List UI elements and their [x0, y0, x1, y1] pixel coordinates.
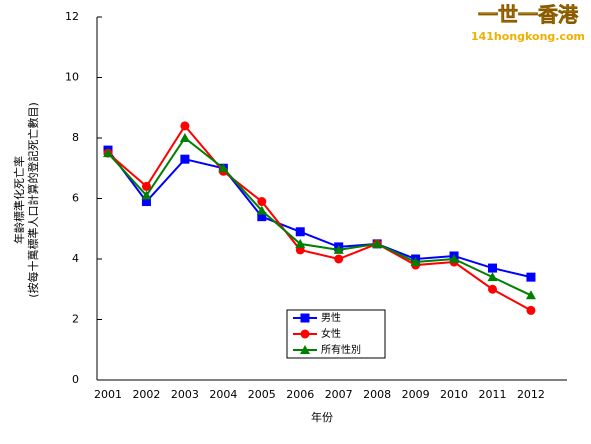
point [334, 254, 344, 264]
point [257, 212, 267, 222]
legend-label: 男性 [321, 311, 341, 324]
point [103, 148, 113, 158]
x-tick-label: 2009 [402, 388, 430, 401]
point [488, 263, 497, 273]
point [526, 272, 536, 282]
point [295, 238, 306, 248]
x-tick-label: 2005 [248, 388, 276, 401]
point [410, 257, 421, 267]
point [449, 254, 460, 263]
point [141, 197, 151, 207]
y-tick-label: 4 [72, 252, 79, 265]
point [180, 154, 190, 164]
x-tick-label: 2004 [209, 388, 237, 401]
point [487, 272, 498, 282]
x-tick-label: 2006 [286, 388, 314, 401]
x-tick-label: 2011 [479, 388, 507, 401]
series-line [107, 124, 532, 312]
legend-label: 所有性別 [321, 343, 361, 356]
point [488, 284, 497, 294]
y-axis-label: 年齡標準化死亡率 [12, 156, 26, 244]
watermark-title: 一世一香港 [478, 3, 579, 27]
y-tick-label: 0 [72, 373, 79, 386]
point [257, 197, 267, 207]
x-tick-label: 2008 [363, 388, 391, 401]
y-axis-label: (按每十萬標準人口計算的登記死亡數目) [26, 102, 40, 298]
point [180, 121, 190, 131]
point [526, 305, 536, 315]
y-tick-label: 2 [72, 313, 79, 326]
point [525, 290, 536, 300]
series-line [107, 149, 532, 279]
point [372, 238, 383, 248]
x-tick-label: 2003 [171, 388, 199, 401]
point [333, 244, 344, 254]
y-tick-label: 10 [65, 71, 79, 84]
point [141, 190, 152, 200]
point [295, 227, 305, 237]
y-tick-label: 6 [72, 192, 79, 205]
x-tick-label: 2012 [517, 388, 545, 401]
series-line [107, 136, 532, 297]
x-tick-label: 2007 [325, 388, 353, 401]
point [179, 133, 190, 142]
point [141, 181, 151, 191]
y-tick-label: 12 [65, 10, 79, 23]
x-tick-label: 2002 [132, 388, 160, 401]
x-tick-label: 2001 [94, 388, 122, 401]
point [256, 205, 267, 215]
point [218, 163, 229, 173]
legend-marker [300, 313, 310, 323]
legend-marker [300, 345, 310, 354]
y-tick-label: 8 [72, 131, 79, 144]
x-axis-label: 年份 [311, 410, 333, 424]
watermark-url: 141hongkong.com [471, 30, 585, 43]
legend-label: 女性 [321, 327, 341, 340]
x-tick-label: 2010 [440, 388, 468, 401]
legend-marker [300, 329, 310, 339]
